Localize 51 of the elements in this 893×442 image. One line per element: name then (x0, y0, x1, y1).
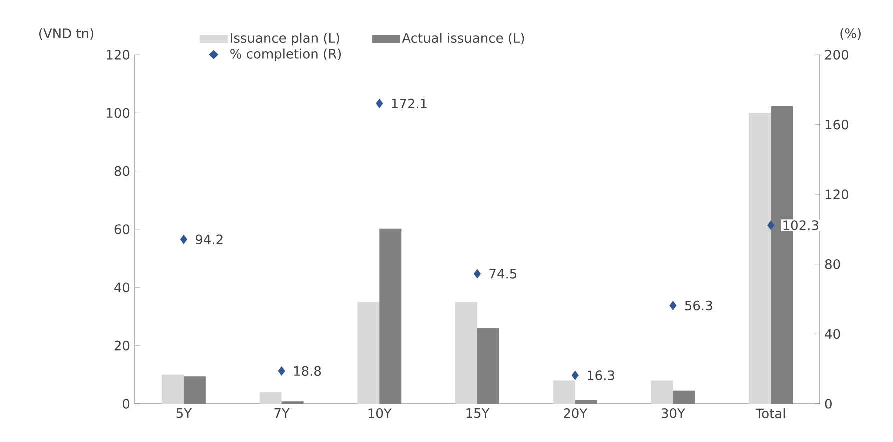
bar (456, 302, 478, 404)
bar (749, 113, 772, 404)
bar (358, 302, 380, 404)
bar (478, 328, 500, 404)
y2-tick-label: 120 (826, 190, 848, 200)
point (180, 234, 188, 244)
bar (651, 380, 674, 404)
data-label: 94.2 (196, 234, 223, 245)
point (768, 220, 775, 230)
data-label: 172.1 (392, 98, 427, 109)
data-label: 102.3 (784, 220, 818, 230)
y2-tick-label: 0 (825, 399, 832, 409)
y-tick-label: 60 (114, 224, 130, 234)
bar (553, 380, 576, 404)
point (474, 269, 482, 279)
point (572, 370, 579, 380)
y-tick-label: 100 (107, 108, 130, 118)
y-tick-label: 40 (114, 282, 130, 293)
legend-label: % completion (R) (230, 48, 342, 62)
y2-tick-label: 200 (825, 50, 848, 60)
y-tick-label: 80 (114, 166, 130, 176)
data-label: 56.3 (685, 300, 712, 311)
y-axis-title: (VND tn) (39, 28, 94, 40)
legend-label: Issuance plan (L) (231, 33, 340, 46)
point (278, 366, 286, 376)
y2-axis-title: (%) (840, 28, 861, 40)
y-tick-label: 120 (107, 50, 130, 60)
bar (162, 374, 184, 404)
x-tick-label: 7Y (274, 408, 290, 418)
bar (575, 400, 598, 404)
point (376, 98, 384, 108)
x-tick-label: 20Y (564, 408, 588, 418)
x-tick-label: 30Y (662, 408, 686, 418)
y-tick-label: 0 (123, 399, 130, 409)
bar (184, 376, 206, 404)
y2-tick-label: 160 (826, 120, 848, 130)
bar (260, 392, 282, 404)
x-tick-label: 5Y (176, 408, 192, 418)
y2-tick-label: 80 (825, 259, 840, 270)
legend-label: Actual issuance (L) (402, 33, 524, 45)
y2-tick-label: 40 (825, 329, 840, 340)
bar (673, 390, 696, 404)
x-tick-label: Total (756, 408, 786, 419)
x-tick-label: 10Y (368, 408, 392, 418)
data-label: 16.3 (588, 370, 614, 380)
point (670, 301, 677, 310)
y-tick-label: 20 (114, 340, 130, 351)
data-label: 18.8 (294, 366, 322, 376)
data-label: 74.5 (490, 269, 517, 279)
x-tick-label: 15Y (466, 408, 490, 418)
bar (380, 228, 402, 404)
